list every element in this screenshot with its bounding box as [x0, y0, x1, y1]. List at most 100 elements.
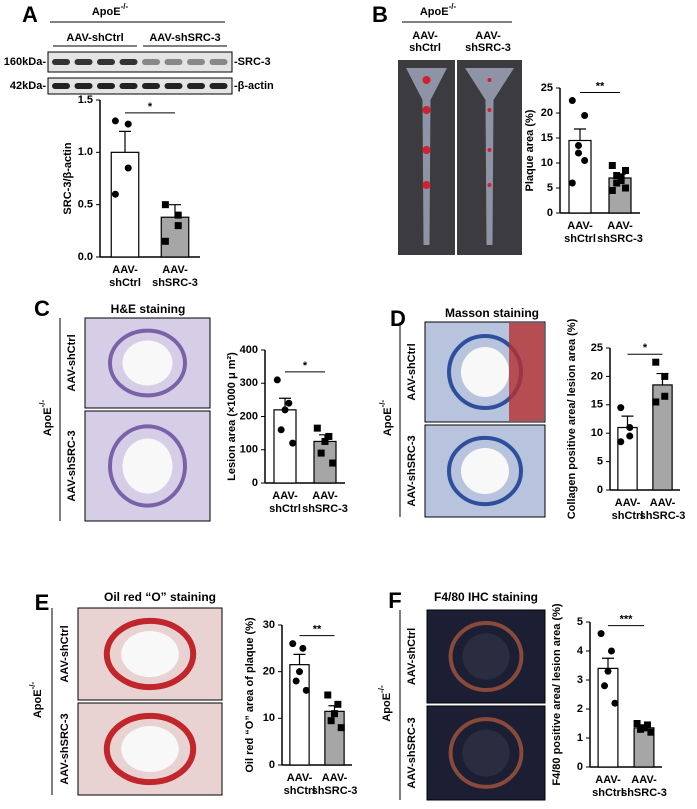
- x-tick-label: shCtrl: [564, 233, 596, 245]
- blot: [47, 51, 233, 73]
- y-tick-label: 4: [577, 645, 584, 657]
- data-point: [331, 710, 338, 718]
- significance: ***: [620, 614, 634, 626]
- data-point: [273, 376, 281, 384]
- genotype-sup: -/-: [449, 2, 457, 11]
- blot-band: [119, 59, 138, 65]
- y-tick-label: 30: [263, 619, 275, 631]
- blot-marker: 160kDa-: [4, 56, 47, 68]
- data-point: [124, 120, 132, 128]
- genotype-sup: -/-: [378, 400, 387, 408]
- x-tick-label: shSRC-3: [640, 510, 686, 522]
- data-point: [597, 630, 605, 638]
- lesion: [447, 435, 523, 507]
- panel-letter: D: [390, 306, 406, 331]
- x-tick-label: shCtrl: [109, 277, 141, 289]
- y-tick-label: 0: [577, 761, 583, 773]
- y-tick-label: 0.0: [78, 251, 93, 263]
- data-point: [652, 398, 660, 406]
- x-tick-label: shCtrl: [592, 787, 624, 799]
- panel-letter: B: [372, 2, 388, 27]
- y-axis-label: F4/80 positive area/ lesion area (%): [551, 603, 563, 786]
- lesion: [448, 621, 524, 692]
- y-tick-label: 5: [597, 456, 603, 468]
- x-tick-label: shCtrl: [269, 503, 301, 515]
- blot-band: [187, 83, 205, 89]
- y-tick-label: 20: [263, 666, 275, 678]
- data-point: [289, 640, 297, 648]
- blot-band: [209, 83, 228, 89]
- x-tick-label: AAV-: [322, 772, 348, 784]
- genotype-label: ApoE-/-: [420, 2, 457, 18]
- blot-target: -β-actin: [234, 80, 274, 92]
- lumen: [462, 633, 510, 680]
- panel-letter: C: [34, 296, 50, 321]
- significance: *: [148, 101, 153, 113]
- plaque-spot: [422, 106, 431, 114]
- image-label: shCtrl: [409, 42, 441, 54]
- y-axis-label: Collagen positive area/ lesion area (%): [566, 318, 578, 519]
- x-tick-label: shSRC-3: [312, 785, 358, 797]
- lumen: [121, 631, 179, 677]
- blot-band: [142, 59, 160, 65]
- y-tick-label: 200: [240, 410, 258, 422]
- x-tick-label: AAV-: [650, 497, 676, 509]
- data-point: [327, 717, 335, 725]
- genotype-base: ApoE: [382, 407, 394, 436]
- y-tick-label: 5: [577, 616, 583, 628]
- data-point: [161, 201, 169, 209]
- data-point: [174, 222, 182, 230]
- y-tick-label: 2: [577, 703, 583, 715]
- data-point: [613, 179, 621, 187]
- data-point: [574, 149, 582, 157]
- image-label: AAV-shSRC-3: [406, 717, 418, 788]
- x-tick-label: AAV-: [272, 490, 298, 502]
- blot-band: [164, 59, 183, 65]
- panel-title: H&E staining: [111, 302, 186, 316]
- data-point: [313, 424, 321, 432]
- x-tick-label: shCtrl: [284, 785, 316, 797]
- plaque-spot: [487, 148, 492, 152]
- image-label: AAV-shCtrl: [406, 628, 418, 685]
- panel-title: Oil red “O” staining: [104, 590, 216, 604]
- data-point: [617, 438, 625, 446]
- y-tick-label: 15: [541, 132, 553, 144]
- image-label: AAV-shSRC-3: [66, 430, 78, 501]
- image-label: AAV-shCtrl: [406, 343, 418, 400]
- error-bar: [602, 657, 614, 669]
- blot-band: [97, 83, 115, 89]
- x-tick-label: AAV-: [567, 220, 593, 232]
- lesion: [108, 424, 187, 508]
- y-tick-label: 1.5: [78, 94, 93, 106]
- plaque-spot: [487, 108, 492, 112]
- genotype-base: ApoE: [42, 407, 54, 436]
- data-point: [568, 179, 576, 187]
- data-point: [174, 211, 182, 219]
- y-tick-label: 100: [240, 444, 258, 456]
- data-point: [285, 399, 293, 407]
- y-tick-label: 0: [269, 759, 275, 771]
- data-point: [626, 432, 634, 440]
- plaque-spot: [487, 183, 492, 187]
- group-label: AAV-shSRC-3: [149, 32, 220, 44]
- data-point: [626, 424, 634, 432]
- significance: **: [313, 624, 322, 636]
- x-tick-label: AAV-: [615, 497, 641, 509]
- data-point: [337, 724, 345, 732]
- data-point: [647, 728, 655, 736]
- x-tick-label: shCtrl: [612, 510, 644, 522]
- genotype-base: ApoE: [420, 6, 449, 18]
- x-tick-label: AAV-: [312, 490, 338, 502]
- x-tick-label: AAV-: [112, 264, 138, 276]
- significance: **: [596, 80, 605, 92]
- image-label: AAV-: [475, 30, 501, 42]
- data-point: [608, 187, 616, 194]
- y-tick-label: 0: [252, 477, 258, 489]
- group-label: AAV-shCtrl: [66, 32, 123, 44]
- image-label: AAV-: [412, 30, 438, 42]
- data-point: [617, 177, 625, 184]
- data-point: [601, 682, 609, 690]
- x-tick-label: shSRC-3: [621, 787, 667, 799]
- genotype-label: ApoE-/-: [377, 685, 393, 722]
- data-point: [329, 459, 337, 467]
